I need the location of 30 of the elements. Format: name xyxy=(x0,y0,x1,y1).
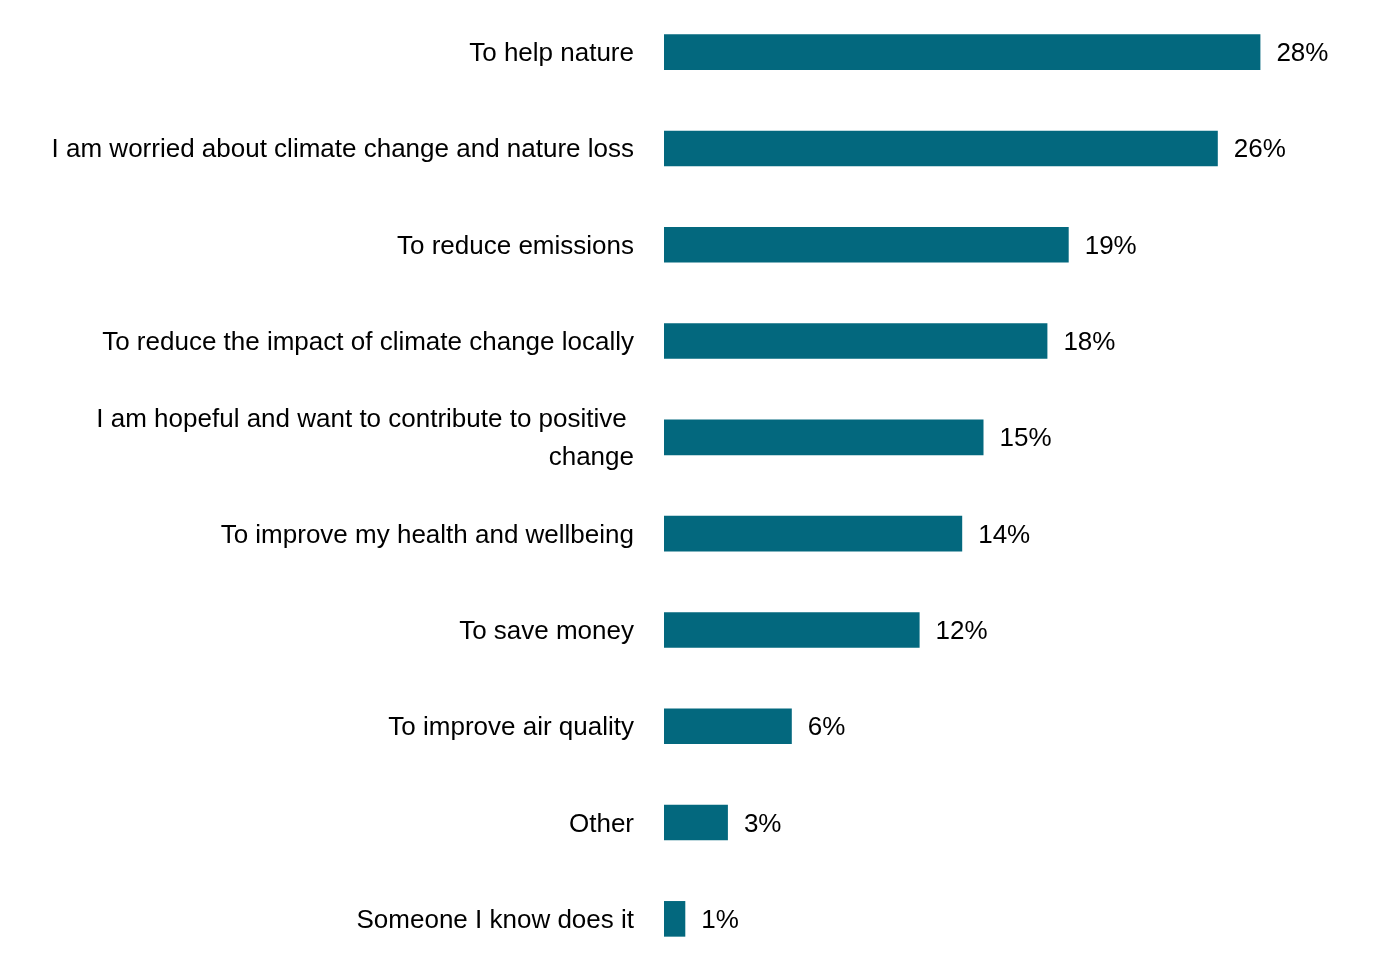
data-label: 12% xyxy=(935,614,988,645)
data-label: 1% xyxy=(701,903,739,934)
data-label: 26% xyxy=(1233,133,1286,164)
data-label: 6% xyxy=(807,711,846,742)
data-label: 28% xyxy=(1276,37,1329,68)
data-label: 14% xyxy=(978,518,1031,549)
y-tick-label: Other xyxy=(568,807,635,838)
y-tick-label: To reduce the impact of climate change locally xyxy=(102,326,634,357)
data-label: 15% xyxy=(999,422,1052,453)
bar xyxy=(664,419,984,456)
y-tick-label: I am worried about climate change and nature loss xyxy=(51,133,634,164)
data-label: 18% xyxy=(1063,326,1116,357)
bar xyxy=(664,34,1261,70)
bar xyxy=(664,612,920,648)
y-tick-label: Someone I know does it xyxy=(356,903,635,934)
bar xyxy=(664,901,686,937)
data-label: 19% xyxy=(1084,229,1137,260)
y-tick-label: To reduce emissions xyxy=(397,229,634,260)
data-label: 3% xyxy=(743,807,782,838)
bar xyxy=(664,804,728,841)
y-tick-label: To help nature xyxy=(469,37,634,68)
bar xyxy=(664,323,1048,359)
y-tick-label: To improve my health and wellbeing xyxy=(220,518,634,549)
bar xyxy=(664,708,792,745)
y-tick-label: To improve air quality xyxy=(388,711,634,742)
y-tick-label: I am hopeful and want to contribute to positive change xyxy=(96,403,634,472)
bar xyxy=(664,130,1218,167)
y-tick-label: To save money xyxy=(459,614,634,645)
bar xyxy=(664,226,1069,263)
bar xyxy=(664,515,963,552)
